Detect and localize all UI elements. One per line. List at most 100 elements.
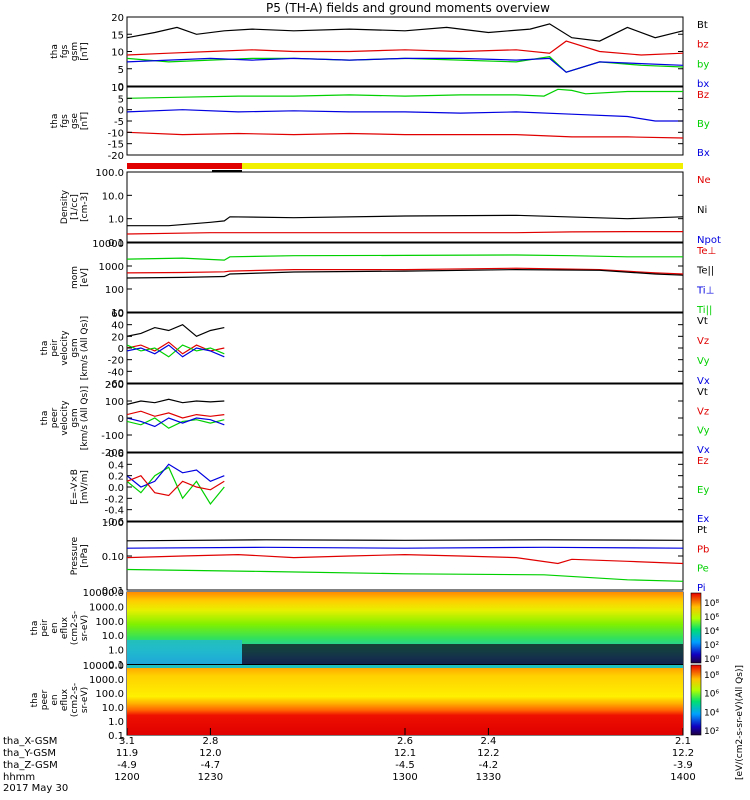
ytick-label: 200 — [105, 380, 124, 391]
legend-bx: bx — [697, 79, 709, 90]
heatmap-peir — [127, 592, 683, 664]
series-line-fgs-gsm-2 — [126, 56, 684, 73]
y-axis-label-line: [km/s (All Qs)] — [80, 316, 90, 380]
ytick-label: 100.0 — [95, 689, 124, 700]
ytick-label: 10.0 — [102, 703, 124, 714]
legend-Ti⊥: Ti⊥ — [696, 285, 714, 296]
x-tick-value: 3.1 — [119, 736, 135, 747]
y-axis-label-line: [nT] — [80, 42, 90, 60]
y-axis-label-line: peir — [50, 339, 60, 357]
x-tick-value: 1200 — [114, 772, 139, 783]
legend-Bz: Bz — [697, 90, 709, 101]
ytick-label: -100 — [101, 431, 124, 442]
colorbar-tick-label: 10⁸ — [704, 671, 719, 681]
ytick-label: -10 — [108, 128, 124, 139]
ytick-label: 0.1 — [108, 731, 124, 742]
legend-Ey: Ey — [697, 485, 709, 496]
y-axis-label-line: (cm2-s- — [70, 611, 80, 645]
y-axis-label-peir-en-eflux: thapeireneflux(cm2-s-sr-eV) — [30, 611, 90, 645]
mode-bar-tick — [212, 170, 242, 172]
legend-Pb: Pb — [697, 544, 709, 555]
ytick-label: 1.00 — [102, 518, 124, 529]
ytick-label: -0.4 — [104, 506, 124, 517]
y-axis-label-line: velocity — [60, 330, 70, 366]
y-axis-label-line: Density — [60, 189, 70, 224]
heatmap-peir-cyan-band — [127, 640, 242, 664]
x-tick-value: 1300 — [392, 772, 417, 783]
colorbar-ticks: 10⁸ 10⁶ 10⁴ 10² 10⁰ 10⁸ 10⁶ 10⁴ 10² — [704, 599, 719, 737]
colorbar-tick-label: 10⁶ — [704, 613, 719, 623]
y-axis-label-line: [nPa] — [80, 544, 90, 567]
y-axis-label-line: sr-eV) — [80, 687, 90, 713]
series-line-temperature-0 — [126, 254, 683, 261]
ytick-label: 1000.0 — [89, 675, 124, 686]
x-tick-value: 12.2 — [477, 748, 499, 759]
x-tick-value: -3.9 — [673, 760, 693, 771]
series-line-peer-velocity-3 — [126, 417, 225, 428]
ytick-label: 1.0 — [108, 215, 124, 226]
colorbar-tick-label: 10⁶ — [704, 690, 719, 700]
y-axis-label-fgs-gse: thafgsgse[nT] — [50, 112, 90, 130]
ytick-label: 100 — [105, 285, 124, 296]
heatmap-peer-fill — [127, 665, 683, 735]
ytick-label: -60 — [108, 379, 124, 390]
y-axis-label-line: [km/s (All Qs)] — [80, 386, 90, 450]
legend-Vy: Vy — [697, 426, 710, 437]
y-axis-label-line: E=-V×B — [70, 469, 80, 505]
y-axis-label-line: [1/cc] — [70, 194, 80, 220]
legend-bz: bz — [697, 40, 709, 51]
ytick-label: 0.1 — [108, 238, 124, 249]
y-axis-label-line: fgs — [60, 114, 70, 128]
y-axis-label-line: en — [50, 622, 60, 633]
y-axis-label-peer-en-eflux: thapeereneflux(cm2-s-sr-eV) — [30, 683, 90, 717]
legend-Npot: Npot — [697, 235, 721, 246]
colorbar-label: [eV/(cm2-s-sr-eV)(All Qs)] — [735, 665, 745, 780]
legend-Ex: Ex — [697, 514, 709, 525]
ytick-label: 1000.0 — [89, 602, 124, 613]
ytick-label: 10.0 — [102, 191, 124, 202]
y-axis-label-density: Density[1/cc][cm-3] — [60, 189, 90, 224]
legend-Bt: Bt — [697, 20, 708, 31]
legend-Ni: Ni — [697, 205, 707, 216]
legend-Vx: Vx — [697, 376, 710, 387]
colorbar: 10⁸ 10⁶ 10⁴ 10² 10⁰ 10⁸ 10⁶ 10⁴ 10² [eV/(cm2-s-s… — [690, 592, 745, 780]
ytick-label: 40 — [111, 321, 124, 332]
x-tick-value: 1230 — [198, 772, 223, 783]
x-tick-value: -4.5 — [395, 760, 415, 771]
legend-Ti||: Ti|| — [696, 305, 712, 316]
legend-Vt: Vt — [697, 316, 708, 327]
y-axis-label-line: tha — [50, 44, 60, 59]
colorbar-tick-label: 10⁸ — [704, 599, 719, 609]
mode-bar-slow — [127, 163, 242, 169]
ytick-label: -0.2 — [104, 494, 124, 505]
colorbar-top — [690, 592, 702, 664]
series-line-fgs-gse-1 — [126, 109, 683, 122]
panel-frame-peer-velocity — [126, 383, 684, 453]
plot-series — [126, 23, 684, 582]
y-axis-label-line: [eV] — [80, 268, 90, 287]
series-line-temperature-2 — [126, 268, 684, 279]
series-line-fgs-gsm-0 — [126, 23, 684, 42]
x-tick-value: 2.4 — [480, 736, 496, 747]
heatmap-peir-dark-band — [242, 644, 683, 664]
y-axis-label-line: [cm-3] — [80, 192, 90, 222]
heatmap-peer — [127, 665, 683, 735]
series-line-density-1 — [127, 214, 684, 227]
series-line-fgs-gsm-3 — [126, 57, 684, 73]
legend-Vz: Vz — [697, 336, 709, 347]
colorbar-tick-label: 10² — [704, 641, 719, 651]
ytick-label: -200 — [101, 448, 124, 459]
mode-bar — [127, 163, 683, 172]
y-axis-label-line: tha — [40, 411, 50, 426]
colorbar-tick-label: 10⁰ — [704, 655, 719, 665]
ytick-label: 0.2 — [108, 472, 124, 483]
x-tick-value: 1400 — [670, 772, 695, 783]
ytick-label: 10 — [111, 308, 124, 319]
y-axis-label-peer-velocity: thapeervelocitygsm[km/s (All Qs)] — [40, 386, 90, 450]
y-axis-label-line: peir — [40, 619, 50, 637]
legend-Vz: Vz — [697, 406, 709, 417]
y-axis-label-line: eflux — [60, 616, 70, 639]
x-row-label: hhmm — [3, 772, 35, 783]
y-axis-label-line: velocity — [60, 400, 70, 436]
